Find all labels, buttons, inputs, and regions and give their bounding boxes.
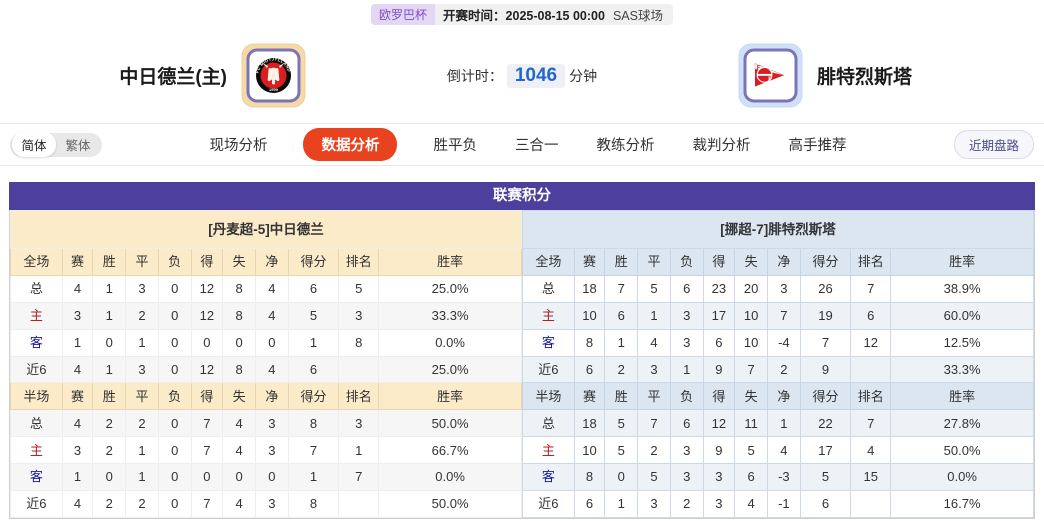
svg-text:F: F	[757, 64, 761, 71]
svg-text:1999: 1999	[269, 87, 279, 92]
svg-text:F: F	[768, 76, 772, 83]
